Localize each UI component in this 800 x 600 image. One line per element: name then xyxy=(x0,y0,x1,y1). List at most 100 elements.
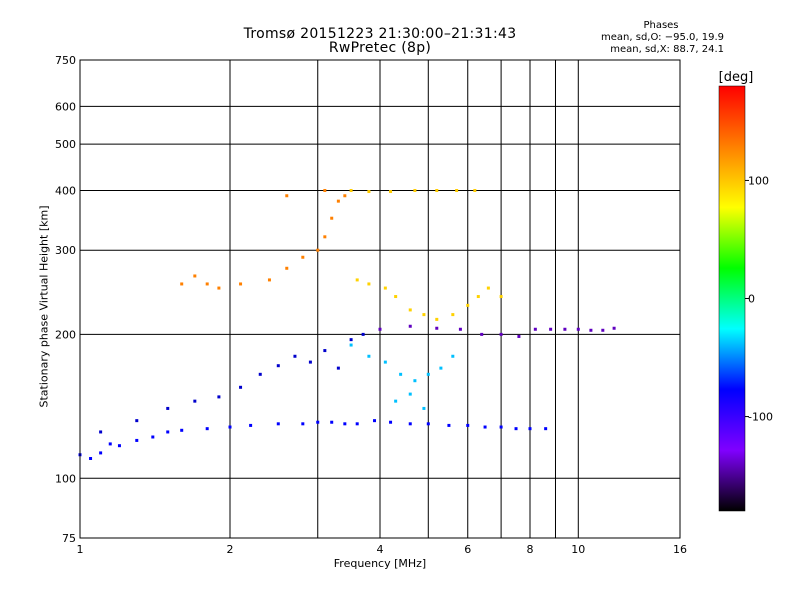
tick-layer: 1 2 4 6 8 10 16 75 100 200 300 400 500 600 750 xyxy=(55,54,687,556)
data-point xyxy=(258,372,262,376)
data-point xyxy=(563,327,567,331)
data-point xyxy=(383,360,387,364)
data-point xyxy=(367,190,371,194)
data-point xyxy=(336,199,340,203)
data-point xyxy=(499,332,503,336)
y-axis-label: Stationary phase Virtual Height [km] xyxy=(37,205,51,408)
data-point xyxy=(293,354,297,358)
y-tick-label: 400 xyxy=(55,184,76,197)
phases-o-stats: mean, sd,O: −95.0, 19.9 xyxy=(601,32,724,43)
data-point xyxy=(473,188,477,192)
colorbar-tick-label: 100 xyxy=(748,174,769,187)
data-point xyxy=(408,324,412,328)
data-point xyxy=(413,188,417,192)
data-point xyxy=(301,255,305,259)
data-point xyxy=(228,425,232,429)
data-point xyxy=(408,308,412,312)
data-point xyxy=(549,327,553,331)
data-point xyxy=(135,438,139,442)
colorbar-ticks: 100 0 -100 xyxy=(745,174,773,424)
y-tick-label: 75 xyxy=(62,532,76,545)
data-point xyxy=(349,188,353,192)
data-point xyxy=(166,430,170,434)
data-point xyxy=(361,332,365,336)
data-point xyxy=(389,420,393,424)
data-point xyxy=(455,188,459,192)
data-point xyxy=(193,399,197,403)
colorbar-tick-label: -100 xyxy=(748,411,773,424)
data-point xyxy=(285,194,289,198)
data-point xyxy=(466,303,470,307)
data-point xyxy=(483,425,487,429)
data-point xyxy=(239,385,243,389)
data-point xyxy=(435,326,439,330)
y-tick-label: 750 xyxy=(55,54,76,67)
data-point xyxy=(180,282,184,286)
data-point xyxy=(373,419,377,423)
data-point xyxy=(435,317,439,321)
x-tick-label: 2 xyxy=(227,543,234,556)
data-point xyxy=(466,423,470,427)
data-point xyxy=(612,326,616,330)
data-point xyxy=(108,442,112,446)
data-point xyxy=(343,194,347,198)
data-point xyxy=(576,327,580,331)
phases-stats: Phases mean, sd,O: −95.0, 19.9 mean, sd,… xyxy=(560,20,724,56)
x-tick-label: 8 xyxy=(527,543,534,556)
data-point xyxy=(217,286,221,290)
data-point xyxy=(451,354,455,358)
data-point xyxy=(389,190,393,194)
data-point xyxy=(499,295,503,299)
data-point xyxy=(239,282,243,286)
data-point xyxy=(180,428,184,432)
data-point xyxy=(205,282,209,286)
data-point xyxy=(355,422,359,426)
data-point xyxy=(166,406,170,410)
phases-x-stats: mean, sd,X: 88.7, 24.1 xyxy=(610,44,724,55)
data-point xyxy=(383,286,387,290)
chart-title: Tromsø 20151223 21:30:00–21:31:43 xyxy=(243,26,517,42)
data-point xyxy=(528,427,532,431)
data-point xyxy=(486,286,490,290)
data-point xyxy=(276,422,280,426)
data-point xyxy=(323,188,327,192)
data-point xyxy=(499,425,503,429)
data-point xyxy=(193,274,197,278)
data-point xyxy=(355,278,359,282)
y-tick-label: 500 xyxy=(55,138,76,151)
y-tick-label: 300 xyxy=(55,244,76,257)
data-point xyxy=(394,399,398,403)
x-tick-label: 1 xyxy=(77,543,84,556)
y-tick-label: 200 xyxy=(55,328,76,341)
x-tick-label: 10 xyxy=(571,543,585,556)
data-point xyxy=(422,406,426,410)
x-tick-label: 16 xyxy=(673,543,687,556)
data-point xyxy=(323,349,327,353)
data-point xyxy=(601,328,605,332)
data-point xyxy=(426,372,430,376)
data-point xyxy=(99,451,103,455)
data-point xyxy=(301,422,305,426)
y-tick-label: 600 xyxy=(55,100,76,113)
data-point xyxy=(533,327,537,331)
data-point xyxy=(394,295,398,299)
data-point xyxy=(336,366,340,370)
grid-layer xyxy=(80,60,680,538)
data-point xyxy=(117,444,121,448)
x-tick-label: 6 xyxy=(464,543,471,556)
colorbar-unit-label: [deg] xyxy=(718,70,754,85)
data-point xyxy=(330,420,334,424)
plot-frame xyxy=(79,59,681,539)
colorbar xyxy=(718,85,746,512)
data-point xyxy=(308,360,312,364)
colorbar-tick-label: 0 xyxy=(748,293,755,306)
data-point xyxy=(276,364,280,368)
data-point xyxy=(323,235,327,239)
data-point xyxy=(367,354,371,358)
data-point xyxy=(439,366,443,370)
data-point xyxy=(517,334,521,338)
data-point xyxy=(249,423,253,427)
data-point xyxy=(135,419,139,423)
data-point xyxy=(151,435,155,439)
